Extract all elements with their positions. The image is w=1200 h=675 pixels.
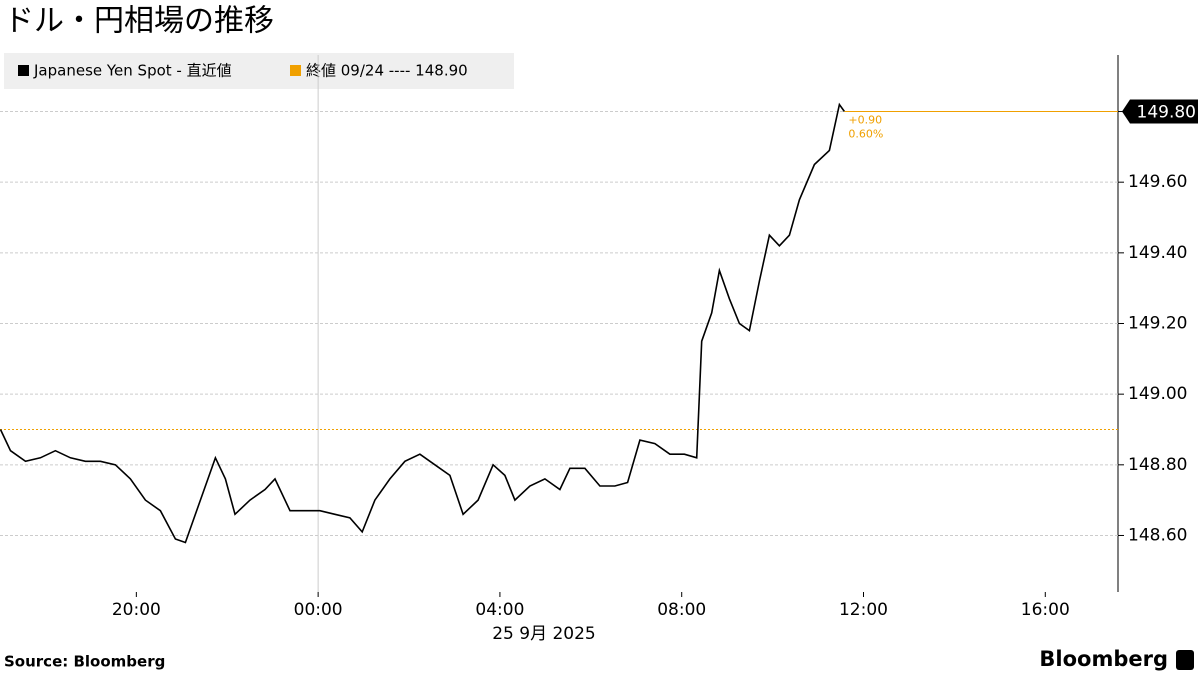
brand: Bloomberg — [1039, 647, 1168, 671]
legend-entry: Japanese Yen Spot - 直近値 — [33, 62, 232, 80]
x-tick-label: 04:00 — [475, 600, 524, 620]
change-annotation: 0.60% — [848, 128, 883, 141]
x-tick-label: 00:00 — [294, 600, 343, 620]
x-tick-label: 08:00 — [657, 600, 706, 620]
price-line — [0, 102, 846, 544]
y-tick-label: 149.40 — [1128, 243, 1187, 263]
source: Source: Bloomberg — [4, 653, 165, 671]
legend-box — [4, 53, 514, 89]
last-price-tag — [1122, 99, 1198, 124]
legend-entry: 終値 09/24 ---- 148.90 — [306, 62, 468, 80]
legend-swatch — [18, 65, 29, 76]
change-annotation: +0.90 — [848, 114, 882, 127]
legend-swatch — [290, 65, 301, 76]
chart-title: ドル・円相場の推移 — [4, 4, 274, 39]
last-price-label: 149.80 — [1137, 103, 1196, 123]
y-tick-label: 149.00 — [1128, 384, 1187, 404]
y-tick-label: 148.80 — [1128, 455, 1187, 475]
y-tick-label: 149.20 — [1128, 314, 1187, 334]
y-tick-label: 149.60 — [1128, 172, 1187, 192]
x-tick-label: 12:00 — [839, 600, 888, 620]
y-tick-label: 148.60 — [1128, 525, 1187, 545]
x-tick-label: 16:00 — [1021, 600, 1070, 620]
x-axis-label: 25 9月 2025 — [492, 624, 596, 644]
x-tick-label: 20:00 — [112, 600, 161, 620]
brand-icon — [1176, 650, 1194, 670]
